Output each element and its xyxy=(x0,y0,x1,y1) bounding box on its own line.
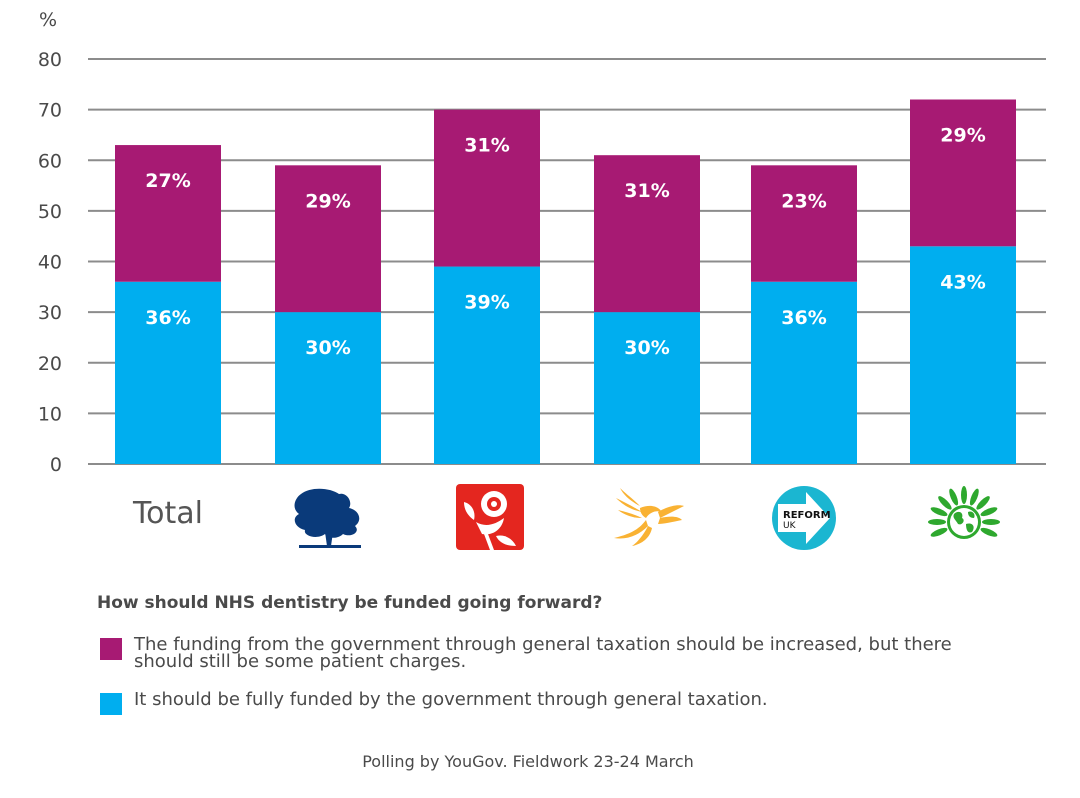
libdem-bird-icon xyxy=(610,484,684,556)
y-tick-label: 10 xyxy=(38,403,62,425)
y-axis-unit: % xyxy=(39,9,57,31)
bar-value-label: 43% xyxy=(940,271,985,293)
leaf-shape xyxy=(969,488,979,506)
leaf-shape xyxy=(930,507,948,517)
bar-value-label: 31% xyxy=(624,180,669,202)
bar-segment-increased-with-charges xyxy=(594,155,700,313)
bar-segment-increased-with-charges xyxy=(910,99,1016,247)
leaf-shape xyxy=(961,486,967,504)
source-footer: Polling by YouGov. Fieldwork 23-24 March xyxy=(362,752,694,771)
leaf-shape xyxy=(976,496,990,510)
y-tick-label: 80 xyxy=(38,49,62,71)
bar-segment-fully-funded xyxy=(434,266,540,464)
leaf-shape xyxy=(949,488,959,506)
reform-logo-subtext: UK xyxy=(783,521,797,531)
bar-segment-fully-funded xyxy=(115,281,221,464)
bar-segment-increased-with-charges xyxy=(434,109,540,267)
labour-rose-icon xyxy=(456,484,528,556)
y-tick-label: 0 xyxy=(50,454,62,476)
bar-value-label: 23% xyxy=(781,190,826,212)
leaf-shape xyxy=(938,496,952,510)
y-tick-label: 30 xyxy=(38,302,62,324)
legend-label: It should be fully funded by the governm… xyxy=(134,689,768,710)
reform-uk-arrow-icon: REFORM UK xyxy=(770,484,842,556)
bar-segment-fully-funded xyxy=(751,281,857,464)
bar-segment-increased-with-charges xyxy=(115,145,221,282)
bar-value-label: 31% xyxy=(464,135,509,157)
legend-item-fully-funded: It should be fully funded by the governm… xyxy=(100,691,964,715)
category-label-total: Total xyxy=(132,496,204,531)
stacked-bar-chart: % 0 10 20 30 40 50 60 70 80 36% 27% 30% 29% 39% 31% 30… xyxy=(38,9,1046,476)
bar-value-label: 30% xyxy=(305,337,350,359)
y-tick-label: 50 xyxy=(38,201,62,223)
y-tick-label: 70 xyxy=(38,100,62,122)
leaf-shape xyxy=(980,527,998,537)
leaf-shape xyxy=(930,527,948,537)
y-tick-label: 60 xyxy=(38,150,62,172)
leaf-shape xyxy=(928,519,946,525)
bar-value-label: 36% xyxy=(145,307,190,329)
bar-value-label: 29% xyxy=(940,125,985,147)
bar-value-label: 27% xyxy=(145,170,190,192)
conservative-tree-icon xyxy=(287,484,361,556)
bar-segment-increased-with-charges xyxy=(751,165,857,282)
bar-value-label: 39% xyxy=(464,292,509,314)
y-tick-label: 40 xyxy=(38,252,62,274)
bar-value-label: 36% xyxy=(781,307,826,329)
bar-value-label: 29% xyxy=(305,190,350,212)
legend-swatch-blue xyxy=(100,693,122,715)
bar-segment-fully-funded xyxy=(910,246,1016,464)
bar-value-label: 30% xyxy=(624,337,669,359)
leaf-shape xyxy=(980,507,998,517)
legend-label: The funding from the government through … xyxy=(134,634,952,672)
y-tick-label: 20 xyxy=(38,353,62,375)
green-party-globe-icon xyxy=(926,484,1000,556)
legend-item-increased-with-charges: The funding from the government through … xyxy=(100,634,964,672)
leaf-shape xyxy=(982,519,1000,525)
legend-question: How should NHS dentistry be funded going… xyxy=(97,593,603,613)
bar-segment-increased-with-charges xyxy=(275,165,381,313)
bar-segment-fully-funded xyxy=(275,312,381,464)
legend-swatch-magenta xyxy=(100,638,122,660)
reform-logo-text: REFORM xyxy=(783,510,831,521)
bar-segment-fully-funded xyxy=(594,312,700,464)
